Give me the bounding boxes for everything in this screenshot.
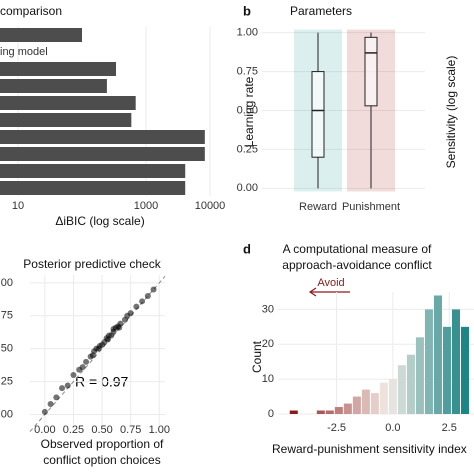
bar	[343, 403, 352, 414]
point	[83, 358, 90, 365]
x-tick-label: Reward	[299, 201, 337, 213]
x-tick-label: 10000	[195, 200, 226, 212]
panel-c-xlabel: Observed proportion of	[41, 437, 164, 451]
panel-label: d	[243, 241, 251, 256]
bar	[397, 365, 406, 414]
bar	[316, 410, 325, 414]
point	[104, 336, 111, 343]
panel-d-ylabel: Count	[250, 340, 264, 373]
bar	[0, 113, 132, 127]
panel-d-xlabel: Reward-punishment sensitivity index	[272, 442, 467, 456]
panel-d-title: A computational measure of	[283, 242, 432, 256]
y-tick-label: 10	[262, 373, 274, 385]
bar	[0, 62, 117, 76]
y-tick-label: 0.50	[237, 104, 258, 116]
x-tick-label: -2.5	[327, 422, 346, 434]
x-tick-label: 1.00	[149, 424, 170, 436]
bar	[352, 396, 361, 414]
bar	[289, 410, 298, 414]
bar	[388, 379, 397, 414]
bar	[379, 382, 388, 414]
point	[64, 382, 71, 389]
panel-c-title: Posterior predictive check	[23, 257, 161, 271]
bar	[424, 309, 433, 414]
point	[150, 286, 157, 293]
y-tick-label: 00	[1, 277, 13, 289]
panel-d-annotation: Avoid	[317, 277, 344, 289]
point	[144, 293, 151, 300]
y-tick-label: 30	[262, 303, 274, 315]
bar	[451, 309, 460, 414]
panel-c-xlabel: conflict option choices	[43, 453, 160, 467]
x-tick-label: 1000	[134, 200, 158, 212]
box	[364, 36, 378, 107]
x-tick-label: 0.0	[385, 422, 400, 434]
bar	[0, 164, 186, 178]
panel-b-title: Parameters	[290, 4, 352, 18]
bar	[370, 393, 379, 414]
bar	[442, 326, 451, 414]
panel-b-ylabel: Learning rate	[242, 76, 256, 147]
bar	[415, 337, 424, 414]
bar	[0, 130, 205, 144]
panel-label: b	[243, 3, 251, 18]
bar	[0, 181, 186, 195]
identity-line	[29, 275, 166, 432]
point	[96, 343, 103, 350]
box	[311, 71, 325, 158]
point	[110, 325, 117, 332]
bar	[361, 389, 370, 414]
y-tick-label: 50	[1, 343, 13, 355]
point	[79, 364, 86, 371]
point	[41, 408, 48, 415]
point	[47, 400, 54, 407]
y-tick-label: 20	[262, 338, 274, 350]
arrow	[308, 287, 350, 297]
y-tick-label: 0.25	[237, 143, 258, 155]
point	[91, 348, 98, 355]
panel-a-title: comparison	[0, 4, 62, 18]
panel-a-annotation: ing model	[0, 46, 48, 58]
y-tick-label: 0.00	[237, 182, 258, 194]
bar	[460, 326, 469, 414]
y-tick-label: 1.00	[237, 27, 258, 39]
point	[139, 298, 146, 305]
bar	[406, 354, 415, 414]
point	[116, 324, 123, 331]
bar	[334, 407, 343, 414]
y-tick-label: 25	[1, 375, 13, 387]
point	[127, 310, 134, 317]
y-tick-label: 0.75	[237, 65, 258, 77]
x-tick-label: 2.5	[442, 422, 457, 434]
panel-b-annotation: Sensitivity (log scale)	[444, 56, 458, 169]
bar	[325, 410, 334, 414]
y-tick-label: 0	[268, 408, 274, 420]
bar	[0, 147, 205, 161]
bar	[0, 28, 83, 42]
x-tick-label: 0.50	[91, 424, 112, 436]
bar	[0, 96, 136, 110]
point	[70, 372, 77, 378]
x-tick-label: 0.25	[63, 424, 84, 436]
point	[59, 385, 66, 392]
point	[133, 303, 140, 310]
panel-d-title: approach-avoidance conflict	[282, 258, 432, 272]
bar	[0, 79, 107, 93]
panel-a-xlabel: ΔiBIC (log scale)	[55, 214, 144, 228]
x-tick-label: 0.00	[34, 424, 55, 436]
y-tick-label: 75	[1, 310, 13, 322]
x-tick-label: 10	[12, 200, 24, 212]
x-tick-label: Punishment	[342, 201, 400, 213]
x-tick-label: 0.75	[120, 424, 141, 436]
bar	[433, 295, 442, 414]
y-tick-label: 00	[1, 408, 13, 420]
point	[53, 394, 60, 401]
